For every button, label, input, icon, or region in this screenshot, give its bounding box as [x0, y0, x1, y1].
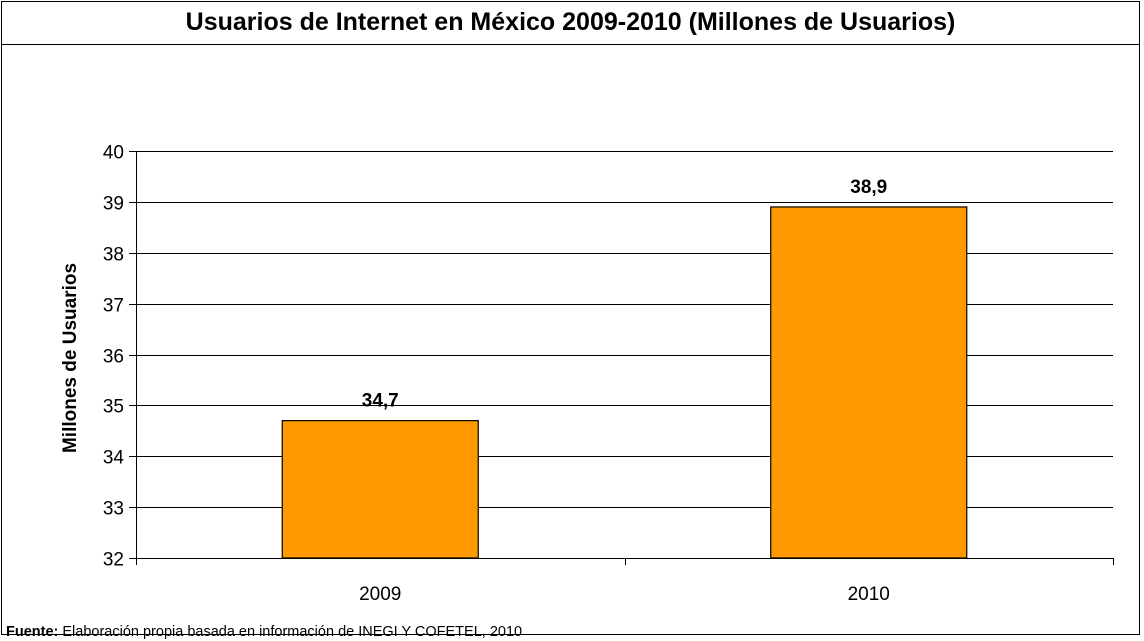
source-text: Elaboración propia basada en información… — [58, 624, 523, 640]
source-label: Fuente: — [6, 624, 59, 640]
chart-title: Usuarios de Internet en México 2009-2010… — [185, 8, 956, 36]
y-tick-label: 34 — [103, 448, 125, 469]
y-tick-label: 37 — [103, 296, 124, 317]
y-tick-label: 40 — [103, 143, 124, 164]
labels: 32 33 34 35 36 37 38 39 40 34,7 2009 38,9 2010 — [103, 143, 890, 606]
data-label-2010: 38,9 — [850, 177, 887, 198]
y-tick-label: 35 — [103, 397, 124, 418]
y-axis-label: Millones de Usuarios — [60, 263, 81, 453]
y-tick-label: 38 — [103, 245, 124, 266]
x-tick-label-2010: 2010 — [848, 584, 890, 605]
bar-2009 — [281, 420, 479, 559]
y-tick-label: 33 — [103, 499, 124, 520]
bar-2010 — [770, 206, 968, 559]
data-label-2009: 34,7 — [362, 391, 399, 412]
y-tick-label: 36 — [103, 347, 124, 368]
title-bar: Usuarios de Internet en México 2009-2010… — [1, 1, 1140, 45]
bars — [281, 206, 968, 559]
y-tick-label: 32 — [103, 550, 124, 571]
x-tick-label-2009: 2009 — [359, 584, 401, 605]
y-tick-label: 39 — [103, 194, 124, 215]
source-note: Fuente: Elaboración propia basada en inf… — [6, 624, 522, 640]
